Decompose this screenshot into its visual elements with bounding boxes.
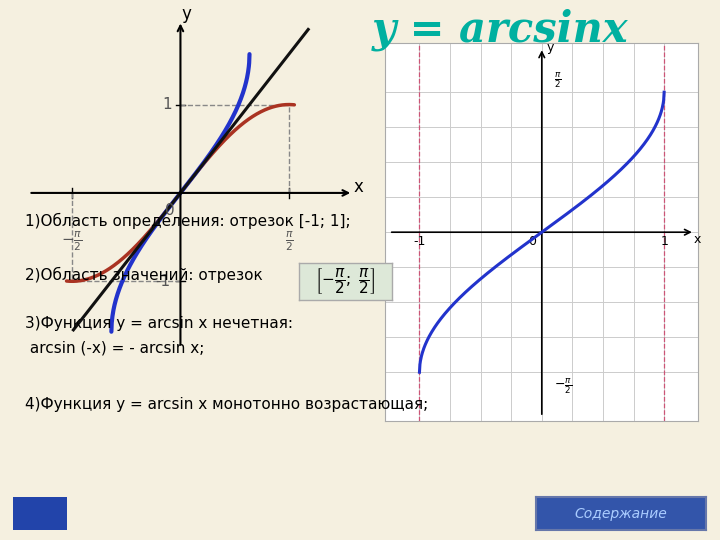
- Text: Содержание: Содержание: [575, 507, 667, 521]
- Text: -1: -1: [413, 234, 426, 248]
- Text: 1: 1: [660, 234, 668, 248]
- Text: 2)Область значений: отрезок: 2)Область значений: отрезок: [25, 267, 263, 284]
- Text: 3)Функция y = arcsin x нечетная:: 3)Функция y = arcsin x нечетная:: [25, 316, 293, 331]
- Text: -1: -1: [156, 274, 171, 289]
- Text: arcsin (-x) = - arcsin x;: arcsin (-x) = - arcsin x;: [25, 340, 204, 355]
- Text: y: y: [181, 5, 191, 23]
- Text: 0: 0: [528, 234, 536, 248]
- Text: $-\frac{\pi}{2}$: $-\frac{\pi}{2}$: [61, 230, 83, 253]
- Text: y: y: [546, 41, 554, 54]
- Text: $\frac{\pi}{2}$: $\frac{\pi}{2}$: [284, 230, 293, 253]
- Text: 1)Область определения: отрезок [-1; 1];: 1)Область определения: отрезок [-1; 1];: [25, 213, 351, 230]
- Text: $\left[-\dfrac{\pi}{2};\;\dfrac{\pi}{2}\right]$: $\left[-\dfrac{\pi}{2};\;\dfrac{\pi}{2}\…: [315, 266, 376, 296]
- Text: 1: 1: [162, 97, 171, 112]
- Text: x: x: [354, 178, 364, 195]
- Text: $-\frac{\pi}{2}$: $-\frac{\pi}{2}$: [554, 377, 572, 396]
- Text: $\frac{\pi}{2}$: $\frac{\pi}{2}$: [554, 70, 562, 90]
- Text: 0: 0: [166, 203, 175, 218]
- Text: 4)Функция y = arcsin x монотонно возрастающая;: 4)Функция y = arcsin x монотонно возраст…: [25, 397, 428, 412]
- Text: x: x: [693, 233, 701, 246]
- Text: y = arcsinx: y = arcsinx: [372, 9, 629, 51]
